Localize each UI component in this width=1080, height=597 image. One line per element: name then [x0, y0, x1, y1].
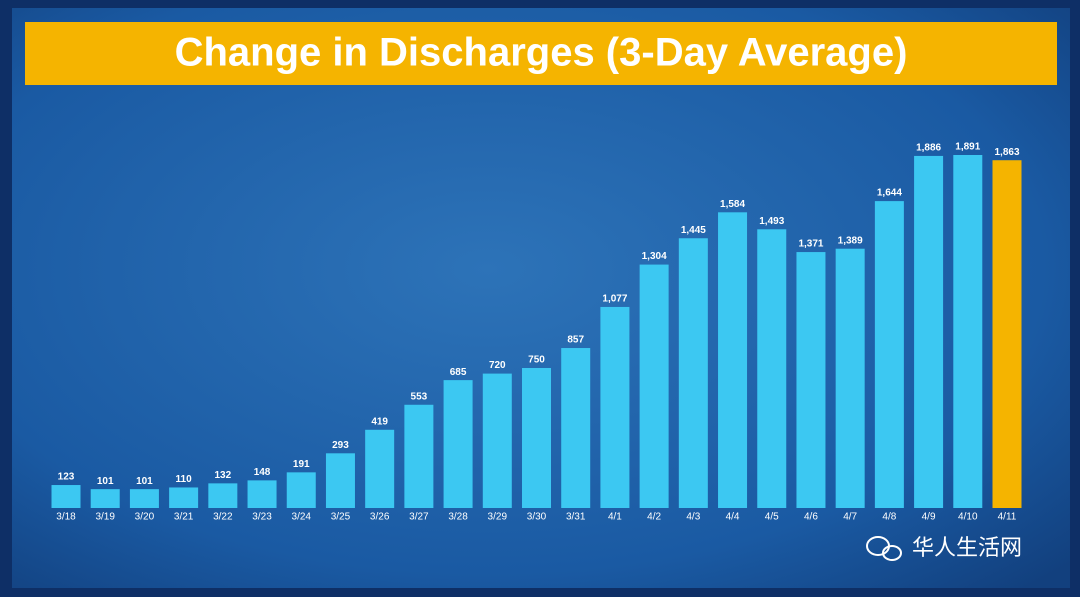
x-tick-label: 3/21 [174, 512, 194, 523]
value-label: 720 [489, 360, 506, 371]
value-label: 1,891 [955, 142, 980, 153]
value-label: 1,584 [720, 199, 745, 210]
x-tick-label: 4/2 [647, 512, 661, 523]
x-tick-label: 3/25 [331, 512, 351, 523]
bar [874, 201, 904, 509]
x-tick-label: 4/6 [804, 512, 818, 523]
x-tick-label: 4/1 [608, 512, 622, 523]
value-label: 1,886 [916, 143, 941, 154]
value-label: 148 [254, 467, 271, 478]
value-label: 1,493 [759, 216, 784, 227]
x-tick-label: 4/10 [958, 512, 978, 523]
value-label: 1,389 [838, 235, 863, 246]
x-tick-label: 3/30 [527, 512, 547, 523]
bar [208, 483, 238, 508]
x-tick-label: 4/11 [998, 512, 1017, 523]
value-label: 132 [214, 470, 231, 481]
value-label: 857 [567, 335, 584, 346]
x-tick-label: 3/31 [566, 512, 586, 523]
bar [718, 212, 748, 508]
value-label: 293 [332, 440, 349, 451]
value-label: 685 [450, 367, 467, 378]
value-label: 750 [528, 355, 545, 366]
x-tick-label: 3/24 [292, 512, 312, 523]
x-tick-label: 3/23 [252, 512, 272, 523]
x-tick-label: 4/4 [726, 512, 740, 523]
bar [522, 367, 551, 508]
x-tick-label: 3/18 [56, 512, 76, 523]
bar [404, 404, 434, 508]
x-tick-label: 3/28 [448, 512, 468, 523]
x-tick-label: 3/29 [488, 512, 508, 523]
value-label: 1,863 [994, 147, 1019, 158]
value-label: 1,371 [798, 239, 823, 250]
x-tick-label: 4/7 [843, 512, 857, 523]
chart-title: Change in Discharges (3-Day Average) [175, 31, 908, 75]
value-label: 1,077 [602, 294, 627, 305]
bar [561, 348, 591, 508]
x-tick-label: 3/27 [409, 512, 429, 523]
bar [992, 160, 1022, 508]
x-tick-label: 3/19 [95, 512, 115, 523]
value-label: 419 [371, 416, 388, 427]
bar [365, 429, 395, 508]
bar [600, 306, 630, 508]
bar [757, 229, 787, 508]
value-label: 553 [411, 391, 428, 402]
bar [443, 380, 473, 508]
bar [796, 252, 826, 508]
bar [129, 489, 159, 508]
title-banner [25, 22, 1057, 85]
value-label: 1,304 [642, 251, 667, 262]
x-tick-label: 4/3 [686, 512, 700, 523]
value-label: 110 [176, 474, 193, 485]
value-label: 123 [58, 472, 75, 483]
x-tick-label: 4/9 [922, 512, 936, 523]
bar [953, 155, 983, 508]
value-label: 101 [136, 476, 153, 487]
bar [286, 472, 316, 508]
bar [51, 485, 81, 508]
bar [169, 487, 199, 508]
x-tick-label: 4/5 [765, 512, 779, 523]
watermark-icon [866, 536, 902, 561]
value-label: 1,644 [877, 188, 902, 199]
bar [835, 248, 865, 508]
x-tick-label: 3/26 [370, 512, 390, 523]
bar [639, 264, 669, 508]
x-tick-label: 3/20 [135, 512, 155, 523]
x-tick-label: 4/8 [882, 512, 896, 523]
bar [678, 238, 708, 509]
bar [247, 480, 277, 508]
bar [482, 373, 512, 508]
bar [90, 489, 120, 508]
value-label: 191 [293, 459, 310, 470]
x-tick-label: 3/22 [213, 512, 233, 523]
value-label: 101 [97, 476, 114, 487]
bar [325, 453, 355, 508]
value-label: 1,445 [681, 225, 706, 236]
watermark: 华人生活网 [912, 536, 1022, 561]
bar [914, 155, 944, 509]
